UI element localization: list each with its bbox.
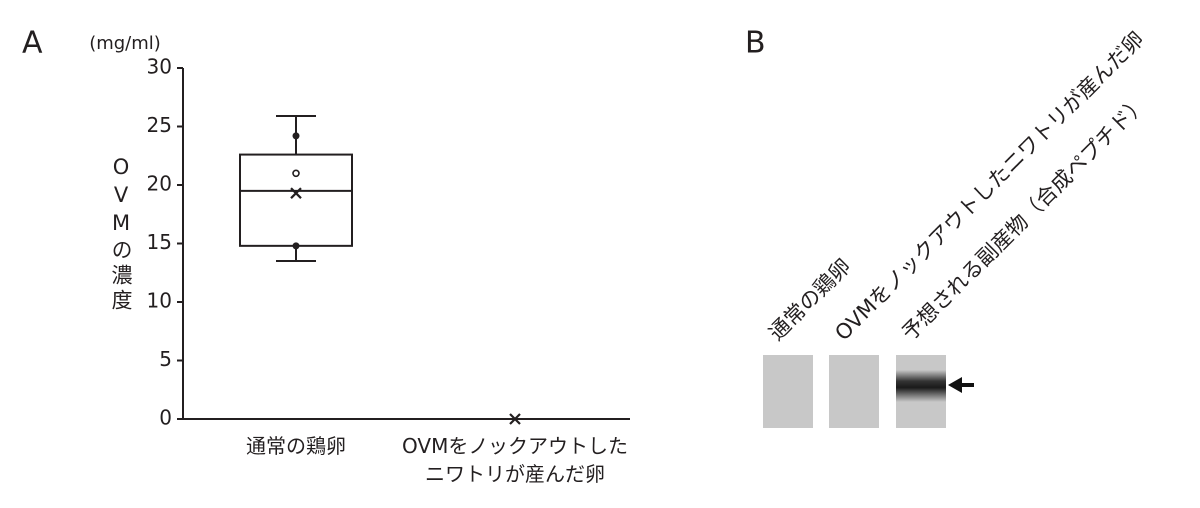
data-point xyxy=(292,132,300,140)
panel-label: B xyxy=(745,26,766,61)
y-tick-label: 15 xyxy=(147,230,172,254)
arrow-head xyxy=(948,377,962,393)
y-unit: (mg/ml) xyxy=(89,33,161,54)
y-tick-label: 10 xyxy=(147,289,172,313)
box xyxy=(239,153,353,247)
y-tick-label: 0 xyxy=(159,406,172,430)
y-tick-label: 30 xyxy=(147,55,172,79)
x-tick-label: OVMをノックアウトした ニワトリが産んだ卵 xyxy=(402,434,628,486)
blot-lane xyxy=(829,355,879,428)
y-axis-label: OVMの濃度 xyxy=(109,155,133,314)
mean-marker xyxy=(509,413,521,425)
data-point xyxy=(292,242,300,250)
y-tick-label: 20 xyxy=(147,172,172,196)
mean-marker xyxy=(290,187,302,199)
blot-band xyxy=(896,370,946,402)
x-tick-label: 通常の鶏卵 xyxy=(246,434,346,458)
y-tick-label: 25 xyxy=(147,113,172,137)
outlier xyxy=(292,169,300,178)
y-tick-label: 5 xyxy=(159,347,172,371)
blot-lane xyxy=(763,355,813,428)
panel-label: A xyxy=(22,26,43,61)
